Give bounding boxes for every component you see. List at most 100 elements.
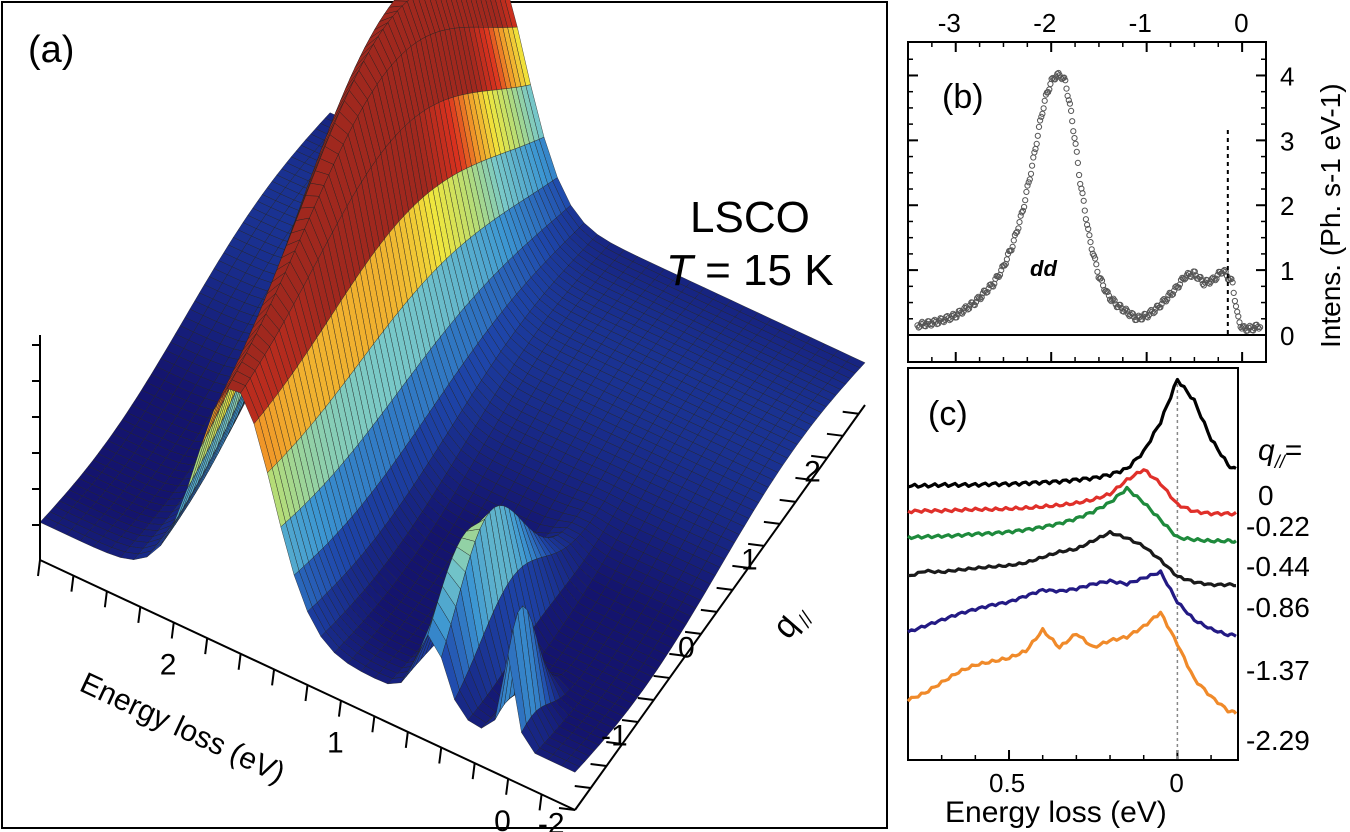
b-data-point [1022,197,1029,204]
panel-a-q-ticks: 2 1 0 -1 -2 [538,410,859,832]
b-data-point [1031,149,1038,156]
b-data-point [1169,291,1177,298]
energy-tick [137,606,142,623]
b-data-point [1220,268,1227,275]
q-tick-label: -1 [601,720,628,753]
b-data-point [1230,289,1237,296]
panel-c-xlabel: Energy loss (eV) [945,796,1167,829]
b-top-tick-label: 0 [1234,8,1248,38]
b-data-point [1047,80,1054,88]
panel-c-legend: 0-0.22 -0.44 -0.86 -1.37 -2.29 [1246,480,1310,756]
energy-tick-label: 0 [494,805,511,832]
b-data-point [1068,107,1075,115]
panel-a-surface [39,0,866,773]
panel-c-ticks: 0.5 0 [907,750,1212,798]
b-data-point [1014,228,1021,235]
b-right-tick-label: 4 [1280,61,1294,91]
b-data-point [990,283,997,290]
b-data-point [1147,308,1154,315]
b-data-point [1062,77,1069,84]
b-data-point [1088,246,1095,253]
b-data-point [1033,140,1040,147]
b-data-point [1197,273,1204,281]
b-data-point [1015,225,1022,232]
panel-c-legend-q: q [1258,434,1275,467]
b-data-point [1211,275,1218,282]
b-data-point [1040,105,1047,112]
panel-a-title-line2: T = 15 K [666,246,834,295]
b-data-point [1063,85,1070,92]
b-right-tick-label: 0 [1280,321,1294,351]
q-tick-label: 0 [678,632,695,665]
b-data-point [1038,113,1045,120]
b-data-point [1008,247,1015,254]
panel-c-frame [907,367,1239,761]
c-legend-value: 0 [1258,480,1274,511]
panel-a-energy-ticks: 2 1 0 [37,559,543,832]
b-data-point [1025,179,1032,186]
panel-a-ylabel: q // [764,607,820,644]
energy-tick-label: 1 [327,727,344,760]
b-data-point [1037,117,1044,124]
b-data-point [1009,243,1016,250]
c-tick-label: 0 [1169,768,1183,798]
b-data-point [1086,232,1093,239]
b-data-point [978,294,985,301]
b-data-point [1105,292,1113,299]
q-tick-label: 2 [804,455,821,488]
q-tick [716,586,733,591]
b-data-point [1019,207,1027,214]
b-data-point [1076,171,1083,179]
b-data-point [1029,162,1036,169]
b-data-point [1081,207,1088,214]
q-tick [795,476,812,481]
b-data-point [1212,277,1219,284]
b-data-point [1041,97,1048,104]
b-data-point [1093,261,1100,268]
c-legend-value: -0.22 [1246,511,1310,542]
q-tick [732,564,749,569]
q-tick [811,454,828,459]
b-data-point [1090,252,1098,259]
b-right-tick-label: 1 [1280,256,1294,286]
panel-a-xlabel: Energy loss (eV) [75,666,290,790]
b-data-point [1255,325,1263,332]
q-tick [621,718,639,723]
c-legend-value: -0.44 [1246,551,1310,582]
b-data-point [1231,297,1239,305]
b-data-point [1158,301,1165,308]
b-data-point [1087,239,1094,246]
panel-a-z-ticks [32,344,40,526]
b-data-point [916,323,923,330]
b-data-point [1082,216,1090,223]
energy-tick [103,591,108,608]
energy-tick [204,638,209,655]
b-data-point [984,289,991,296]
energy-tick [337,700,342,717]
b-data-point [1164,296,1171,303]
energy-tick [505,778,510,795]
b-right-tick-label: 3 [1280,126,1294,156]
panel-b-frame [907,41,1267,363]
energy-tick [438,747,443,764]
panel-a-q-axis [574,404,866,811]
b-data-point [1001,262,1008,269]
b-data-point [1079,190,1086,197]
b-data-point [1208,275,1216,282]
b-data-point [1048,75,1055,83]
b-top-tick-label: -2 [1033,8,1056,38]
b-data-point [1117,301,1124,308]
energy-tick [37,559,41,577]
c-series-line [907,485,1237,544]
panel-b-ylabel: Intens. (Ph. s-1 eV-1) [1315,83,1346,348]
panel-b-points [914,69,1264,334]
q-tick [748,542,765,547]
b-data-point [1213,275,1220,282]
b-data-point [1151,309,1158,316]
c-series-line [907,377,1237,489]
b-data-point [1069,118,1076,125]
c-legend-value: -2.29 [1246,725,1310,756]
b-data-point [1072,140,1079,147]
b-data-point [961,304,968,312]
